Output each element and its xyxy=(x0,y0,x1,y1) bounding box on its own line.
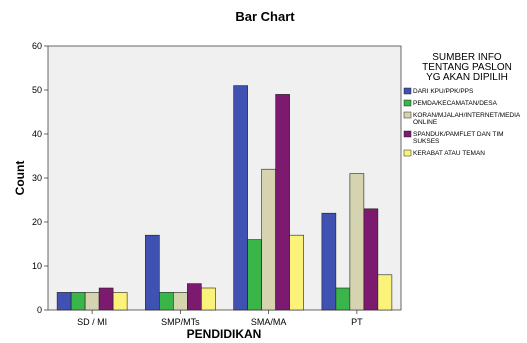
bar xyxy=(84,292,100,311)
legend-entry: SUKSES xyxy=(413,138,440,145)
y-tick-label: 10 xyxy=(32,261,42,271)
bar xyxy=(145,234,160,311)
plot-area xyxy=(47,45,402,311)
bar xyxy=(112,292,128,311)
legend-entry: PEMDA/KECAMATAN/DESA xyxy=(413,100,498,107)
x-tick-label: SMP/MTs xyxy=(161,317,200,327)
legend-swatch xyxy=(403,87,412,95)
y-tick-label: 40 xyxy=(32,129,42,139)
bar xyxy=(377,274,393,311)
bar xyxy=(233,85,248,311)
legend-entry: DARI KPU/PPK/PPS xyxy=(413,88,474,95)
y-tick-label: 60 xyxy=(32,41,42,51)
bar xyxy=(201,287,216,311)
y-tick-label: 30 xyxy=(32,173,42,183)
x-tick-label: SD / MI xyxy=(77,317,107,327)
bar xyxy=(159,292,174,311)
legend-title: TENTANG PASLON xyxy=(422,62,512,73)
y-tick-label: 50 xyxy=(32,85,42,95)
bar xyxy=(349,173,365,311)
y-axis-title: Count xyxy=(13,161,27,196)
legend-swatch xyxy=(403,99,412,107)
bar xyxy=(275,94,290,311)
legend-title: SUMBER INFO xyxy=(432,52,502,63)
bar xyxy=(335,287,351,311)
y-tick-label: 20 xyxy=(32,217,42,227)
bar xyxy=(247,239,262,311)
legend-title: YG AKAN DIPILIH xyxy=(426,72,508,83)
bar xyxy=(56,292,72,311)
legend-swatch xyxy=(403,111,412,119)
bars xyxy=(56,85,393,311)
legend-swatch xyxy=(403,130,412,138)
bar xyxy=(261,168,276,311)
x-axis-title: PENDIDIKAN xyxy=(187,327,262,341)
y-tick-label: 0 xyxy=(37,305,42,315)
x-tick-label: SMA/MA xyxy=(251,317,287,327)
x-axis: SD / MI SMP/MTs SMA/MA PT xyxy=(77,310,363,327)
bar xyxy=(289,234,304,311)
bar xyxy=(70,292,86,311)
legend-entry: ONLINE xyxy=(413,119,438,126)
x-tick-label: PT xyxy=(351,317,363,327)
bar xyxy=(321,212,337,311)
bar xyxy=(187,283,202,311)
y-axis: 0 10 20 30 40 50 60 xyxy=(32,41,48,315)
legend-entry: SPANDUK/PAMFLET DAN TIM xyxy=(413,131,504,138)
bar xyxy=(363,208,379,311)
chart-title: Bar Chart xyxy=(235,9,295,24)
legend-entry: KERABAT ATAU TEMAN xyxy=(413,150,485,157)
legend-entry: KORAN/MJALAH/INTERNET/MEDIA xyxy=(413,112,521,119)
bar xyxy=(173,292,188,311)
bar xyxy=(98,287,114,311)
legend-swatch xyxy=(403,149,412,157)
